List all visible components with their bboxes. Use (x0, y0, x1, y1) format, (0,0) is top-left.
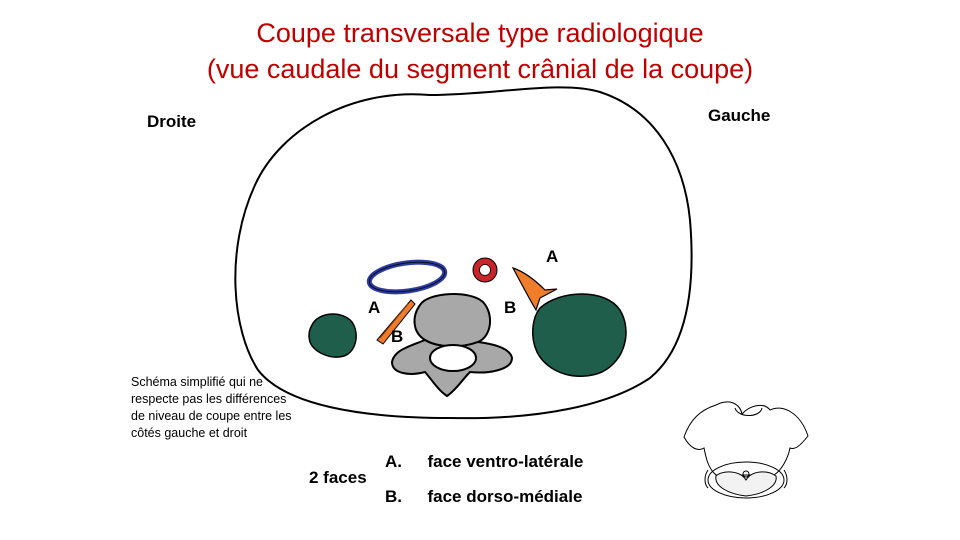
left-orange-structure (511, 266, 558, 312)
legend-item-a-key: A. (385, 452, 402, 471)
diagram-title-line2: (vue caudale du segment crânial de la co… (206, 54, 754, 84)
legend-heading: 2 faces (309, 468, 367, 487)
vena-cava (366, 259, 448, 295)
label-a-left-side: A (546, 247, 559, 266)
legend-item-b: B. face dorso-médiale (385, 487, 582, 507)
vertebral-body (413, 293, 491, 348)
simplification-note: Schéma simplifié qui ne respecte pas les… (131, 375, 292, 440)
diagram-title-line1: Coupe transversale type radiologique (256, 18, 704, 48)
right-kidney (308, 313, 357, 358)
legend-item-a-text: face ventro-latérale (427, 452, 584, 471)
label-b-left-side: B (504, 298, 517, 317)
orientation-thumbnail (683, 401, 809, 499)
side-label-right: Droite (147, 112, 197, 131)
body-outline (234, 86, 693, 420)
label-b-right-side: B (391, 327, 404, 346)
legend-item-b-text: face dorso-médiale (427, 487, 583, 506)
left-kidney (532, 293, 627, 377)
legend-item-a: A. face ventro-latérale (385, 452, 583, 472)
legend-item-b-key: B. (385, 487, 402, 506)
label-a-right-side: A (368, 298, 381, 317)
side-label-left: Gauche (708, 106, 771, 125)
spinal-canal (429, 344, 477, 372)
